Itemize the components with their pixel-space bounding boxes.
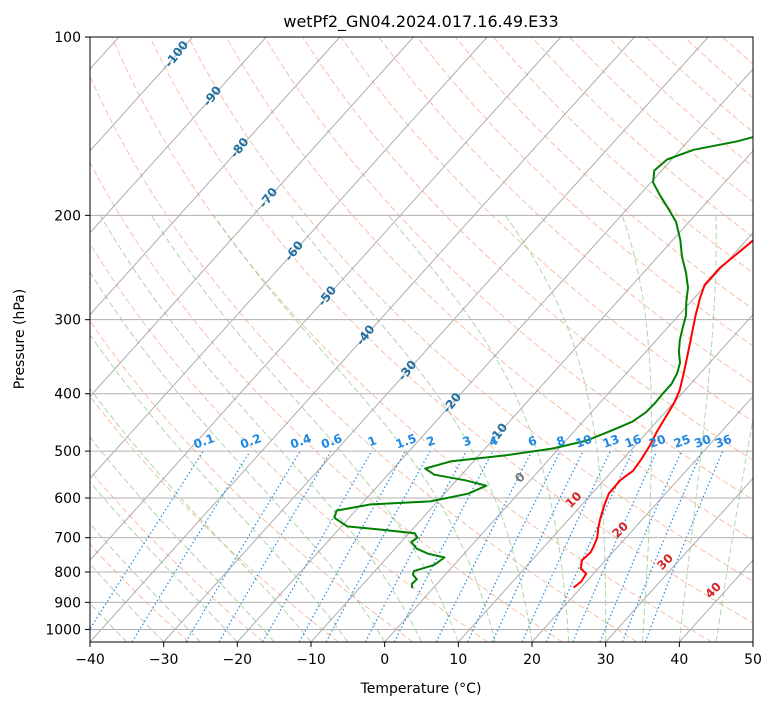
x-tick-label: 30 xyxy=(597,652,615,668)
moist-adiabat xyxy=(621,215,653,642)
y-tick-label: 800 xyxy=(54,565,81,581)
dry-adiabat xyxy=(225,37,753,541)
mixing-ratio-label: 30 xyxy=(692,432,712,451)
isotherm xyxy=(90,37,267,234)
mixing-ratio-label: 10 xyxy=(573,432,593,451)
isotherm xyxy=(90,37,488,480)
profiles xyxy=(333,136,753,589)
x-axis: −40 −30 −20 −10 0 10 20 30 40 50 xyxy=(75,642,762,668)
isotherm xyxy=(90,37,341,316)
plot-frame xyxy=(89,36,754,643)
dry-adiabat xyxy=(264,37,753,501)
profile-line xyxy=(333,136,753,589)
mixing-ratio-line xyxy=(644,450,724,642)
mixing-ratio-label: 0.6 xyxy=(319,431,344,451)
moist-adiabat xyxy=(290,214,533,642)
isotherm xyxy=(90,37,635,642)
isotherm xyxy=(310,150,753,642)
y-tick-label: 200 xyxy=(54,208,81,224)
x-tick-label: 50 xyxy=(744,652,762,668)
dry-adiabat xyxy=(149,37,753,624)
isotherm xyxy=(236,68,753,642)
dry-adiabat xyxy=(302,37,753,461)
mixing-ratio-line xyxy=(599,450,682,642)
y-tick-label: 900 xyxy=(54,595,81,611)
dry-adiabat xyxy=(90,161,563,642)
dry-adiabat xyxy=(416,37,753,347)
x-tick-label: −20 xyxy=(223,652,253,668)
mixing-ratio-line xyxy=(298,450,406,642)
mixing-ratio-line xyxy=(90,450,204,631)
mixing-ratio-label: 0.4 xyxy=(288,431,313,451)
mixing-ratio-line xyxy=(572,450,658,642)
mixing-ratio-label: 16 xyxy=(623,432,643,451)
moist-adiabat xyxy=(90,481,238,642)
x-tick-label: −10 xyxy=(296,652,326,668)
moist-adiabat xyxy=(678,215,717,642)
y-axis: 100 200 300 400 500 600 700 800 900 1000 xyxy=(45,30,90,638)
y-tick-label: 100 xyxy=(54,30,81,46)
mixing-ratio-line xyxy=(621,450,703,642)
mixing-ratio-line xyxy=(364,450,467,642)
dry-adiabat xyxy=(90,242,488,642)
y-tick-label: 1000 xyxy=(45,622,81,638)
profile-line xyxy=(572,239,753,589)
dry-adiabat xyxy=(187,37,753,582)
y-tick-label: 300 xyxy=(54,313,81,329)
isotherm xyxy=(90,37,414,398)
isotherm xyxy=(90,37,562,561)
mixing-ratio-label: 0.2 xyxy=(238,431,263,451)
dry-adiabat xyxy=(340,37,753,423)
x-tick-label: −30 xyxy=(149,652,179,668)
y-tick-label: 600 xyxy=(54,491,81,507)
y-tick-label: 700 xyxy=(54,531,81,547)
dry-adiabat xyxy=(90,75,638,642)
isotherm xyxy=(90,37,193,152)
x-tick-label: 0 xyxy=(380,652,389,668)
isotherm xyxy=(163,37,709,642)
mixing-ratio-label: 36 xyxy=(713,432,733,451)
moist-adiabat xyxy=(90,333,349,642)
background-lines xyxy=(90,37,753,642)
x-tick-label: 40 xyxy=(670,652,688,668)
x-tick-label: −40 xyxy=(75,652,105,668)
x-axis-label: Temperature (°C) xyxy=(360,681,482,697)
isotherm xyxy=(531,395,753,642)
dry-adiabat xyxy=(90,469,264,642)
moist-adiabat xyxy=(504,215,607,642)
isotherm xyxy=(384,231,753,642)
chart-title: wetPf2_GN04.2024.017.16.49.E33 xyxy=(283,12,558,32)
moist-adiabat xyxy=(151,215,459,642)
isotherm xyxy=(605,477,753,642)
mixing-ratio-label: 25 xyxy=(672,432,692,451)
dry-adiabat xyxy=(111,37,712,642)
mixing-ratio-label: 0.1 xyxy=(192,431,217,451)
y-axis-label: Pressure (hPa) xyxy=(12,289,28,389)
mixing-ratio-line xyxy=(325,450,431,642)
moist-adiabat xyxy=(715,416,753,642)
mixing-ratio-label: 13 xyxy=(601,432,621,451)
isotherm xyxy=(457,313,753,642)
y-tick-label: 500 xyxy=(54,444,81,460)
y-tick-label: 400 xyxy=(54,387,81,403)
mixing-ratio-line xyxy=(131,450,251,642)
moist-adiabat xyxy=(90,387,312,642)
x-tick-label: 10 xyxy=(449,652,467,668)
pressure-gridlines xyxy=(90,37,753,630)
mixing-ratio-label: 20 xyxy=(647,432,667,451)
mixing-ratio-label: 1.5 xyxy=(394,431,419,451)
x-tick-label: 20 xyxy=(523,652,541,668)
mixing-ratio-line xyxy=(435,450,533,642)
moist-adiabat xyxy=(90,436,275,642)
